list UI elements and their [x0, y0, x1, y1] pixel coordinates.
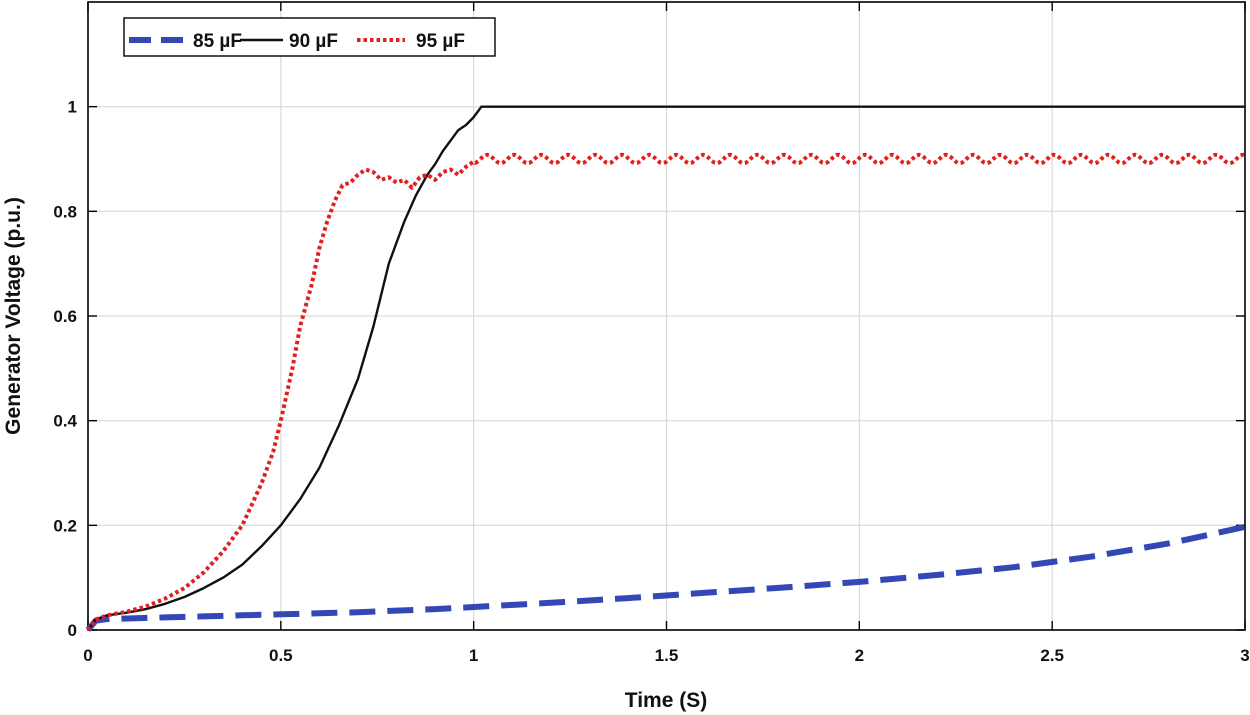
x-tick-label: 0 — [83, 646, 92, 665]
series-line-90uf — [87, 105, 1245, 631]
x-tick-label: 1.5 — [655, 646, 679, 665]
y-tick-label: 0 — [68, 621, 77, 640]
legend: 85 µF 90 µF 95 µF — [123, 17, 496, 57]
axis-ticks: 0 0.5 1 1.5 2 2.5 3 0 0.2 0.4 0.6 0.8 1 — [53, 2, 1250, 665]
legend-label-85uf: 85 µF — [193, 31, 242, 52]
x-tick-label: 0.5 — [269, 646, 293, 665]
x-tick-label: 1 — [469, 646, 478, 665]
series-line-85uf — [85, 523, 1246, 632]
legend-label-95uf: 95 µF — [416, 31, 465, 52]
x-tick-label: 2 — [855, 646, 864, 665]
series-lines — [85, 105, 1246, 632]
x-axis-label: Time (S) — [625, 689, 707, 712]
x-tick-label: 2.5 — [1040, 646, 1064, 665]
y-axis-label: Generator Voltage (p.u.) — [2, 197, 25, 435]
legend-box — [123, 17, 496, 57]
x-tick-label: 3 — [1240, 646, 1249, 665]
y-tick-label: 0.4 — [53, 412, 77, 431]
y-tick-label: 0.2 — [53, 516, 77, 535]
legend-label-90uf: 90 µF — [289, 31, 338, 52]
y-tick-label: 1 — [68, 98, 77, 117]
series-line-95uf — [86, 152, 1246, 632]
y-tick-label: 0.8 — [53, 202, 77, 221]
y-tick-label: 0.6 — [53, 307, 77, 326]
